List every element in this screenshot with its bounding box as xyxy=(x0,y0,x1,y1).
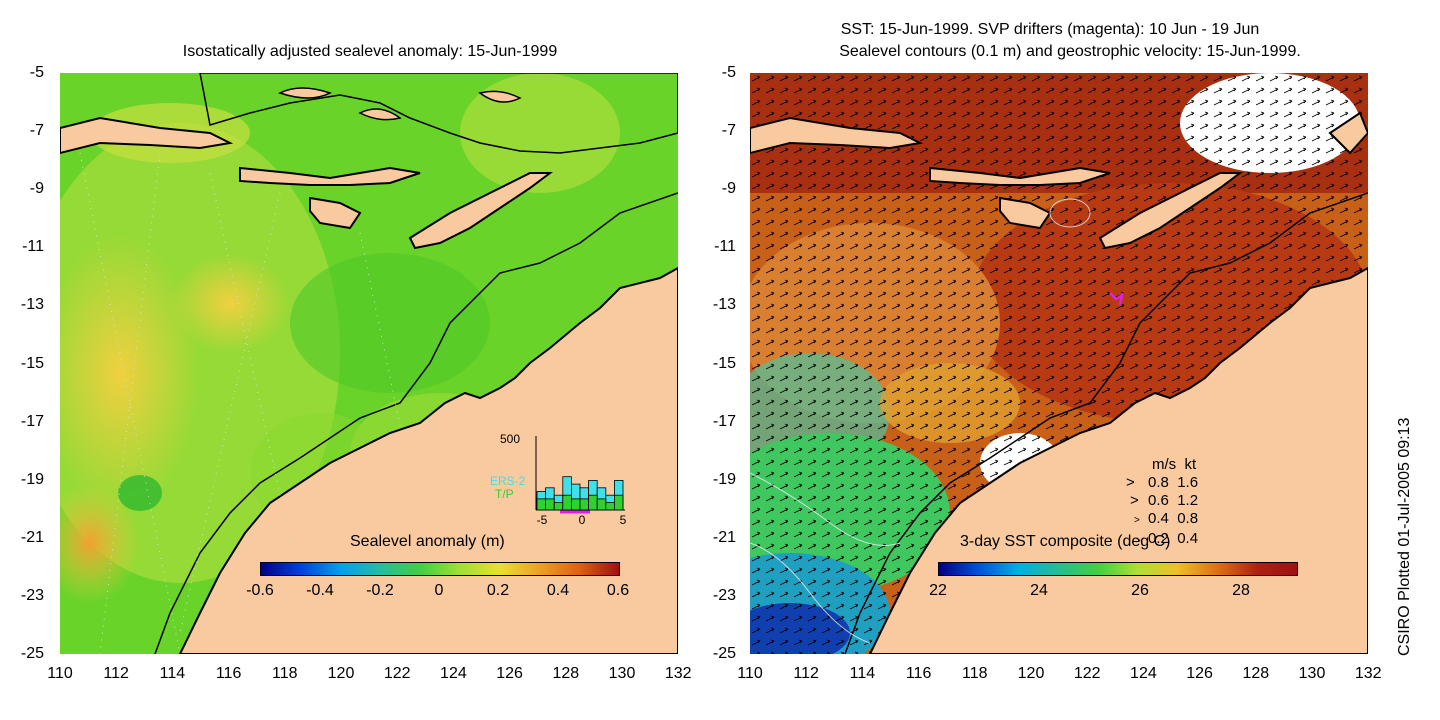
left-cbar-tick: 0.4 xyxy=(546,582,570,599)
right-lat-tick: -21 xyxy=(712,528,736,546)
right-lat-tick: -23 xyxy=(712,586,736,604)
histogram-xtick-min: -5 xyxy=(537,513,548,527)
left-lon-tick: 124 xyxy=(440,665,467,682)
right-colorbar-label: 3-day SST composite (deg C) xyxy=(960,533,1171,550)
left-lon-tick: 110 xyxy=(47,665,73,682)
right-lon-tick: 112 xyxy=(793,665,819,682)
histogram-bar-tp xyxy=(562,494,572,511)
histogram-bar-tp xyxy=(536,498,547,511)
velocity-arrow-icon: > xyxy=(1126,474,1135,491)
left-lat-tick: -23 xyxy=(20,586,44,604)
right-lat-tick: -13 xyxy=(712,296,736,314)
legend-ers2: ERS-2 xyxy=(490,474,526,488)
right-lon-tick: 124 xyxy=(1130,665,1157,682)
left-cbar-tick: -0.2 xyxy=(366,582,394,599)
left-lat-tick: -7 xyxy=(29,122,44,140)
histogram-bar-tp xyxy=(596,498,607,511)
histogram-bar-tp xyxy=(571,498,581,511)
svp-drifter-track xyxy=(1109,292,1124,306)
histogram-xtick-zero: 0 xyxy=(579,513,586,527)
right-lat-tick: -9 xyxy=(721,180,736,198)
right-sst-map[interactable] xyxy=(750,73,1368,654)
histogram-bar-tp xyxy=(605,502,615,511)
legend-header-kt: kt xyxy=(1184,456,1197,473)
left-cbar-tick: -0.6 xyxy=(246,582,274,599)
right-lon-tick: 118 xyxy=(962,665,988,682)
left-map-title: Isostatically adjusted sealevel anomaly:… xyxy=(182,43,558,60)
right-lon-tick: 122 xyxy=(1073,665,1101,682)
legend-tp: T/P xyxy=(495,487,514,501)
right-cbar-tick: 22 xyxy=(929,582,947,599)
right-colorbar xyxy=(938,562,1298,576)
histogram-bar-tp xyxy=(588,494,598,511)
right-lat-tick: -25 xyxy=(712,645,736,662)
left-lat-tick: -17 xyxy=(20,412,44,430)
left-lat-tick: -15 xyxy=(20,354,44,372)
right-lon-tick: 116 xyxy=(905,665,932,682)
right-cbar-tick: 28 xyxy=(1232,582,1250,599)
histogram-bar-tp xyxy=(579,498,590,511)
left-lon-tick: 114 xyxy=(159,665,186,682)
left-lon-tick: 128 xyxy=(552,665,580,682)
left-lon-tick: 118 xyxy=(272,665,298,682)
left-lon-tick: 126 xyxy=(496,665,523,682)
right-map-title-line2: Sealevel contours (0.1 m) and geostrophi… xyxy=(839,43,1301,60)
left-lon-tick: 112 xyxy=(103,665,129,682)
left-lat-tick: -5 xyxy=(29,64,44,81)
left-colorbar xyxy=(260,562,620,576)
left-lon-tick: 130 xyxy=(608,665,636,682)
left-lon-tick: 120 xyxy=(327,665,355,682)
right-lat-tick: -7 xyxy=(721,122,736,140)
velocity-legend: m/s kt >0.8 1.6 >0.6 1.2 >0.4 0.8 >0.2 0… xyxy=(1126,456,1198,550)
australia-landmass xyxy=(178,266,678,654)
credit-text: CSIRO Plotted 01-Jul-2005 09:13 xyxy=(1396,417,1413,656)
histogram-bar-tp xyxy=(545,498,555,511)
java-island xyxy=(60,116,234,155)
right-lat-tick: -5 xyxy=(721,64,736,81)
velocity-arrow-icon: > xyxy=(1136,536,1141,545)
velocity-arrow-icon: > xyxy=(1134,515,1140,526)
right-cbar-tick: 26 xyxy=(1131,582,1149,599)
left-cbar-tick: -0.4 xyxy=(306,582,334,599)
left-lon-tick: 116 xyxy=(215,665,242,682)
left-lat-tick: -19 xyxy=(20,470,44,488)
right-lon-tick: 132 xyxy=(1354,665,1382,682)
histogram-xtick-max: 5 xyxy=(620,513,627,527)
left-lat-tick: -11 xyxy=(22,238,44,256)
right-lat-tick: -19 xyxy=(712,470,736,488)
left-lon-tick: 122 xyxy=(383,665,411,682)
histogram-ytick: 500 xyxy=(500,432,520,446)
java-island xyxy=(750,116,924,155)
left-cbar-tick: 0 xyxy=(434,582,444,599)
left-lat-tick: -21 xyxy=(20,528,44,546)
left-lon-tick: 132 xyxy=(664,665,692,682)
right-lon-tick: 130 xyxy=(1298,665,1326,682)
right-lat-tick: -15 xyxy=(712,354,736,372)
australia-landmass xyxy=(868,266,1368,654)
left-cbar-tick: 0.6 xyxy=(606,582,630,599)
left-colorbar-label: Sealevel anomaly (m) xyxy=(350,533,505,550)
histogram-bar-tp xyxy=(553,502,564,511)
legend-header-ms: m/s xyxy=(1152,456,1177,473)
velocity-arrow-icon: > xyxy=(1130,492,1139,509)
right-lat-tick: -11 xyxy=(714,238,736,256)
right-cbar-tick: 24 xyxy=(1030,582,1048,599)
right-map-title-line1: SST: 15-Jun-1999. SVP drifters (magenta)… xyxy=(840,21,1260,38)
right-lon-tick: 128 xyxy=(1242,665,1270,682)
right-lon-tick: 110 xyxy=(737,665,763,682)
left-lat-tick: -13 xyxy=(20,296,44,314)
right-lon-tick: 114 xyxy=(849,665,876,682)
right-lon-tick: 126 xyxy=(1186,665,1213,682)
drifter-speed-histogram: 500 ERS-2 T/P -5 0 5 xyxy=(490,432,627,527)
left-cbar-tick: 0.2 xyxy=(486,582,510,599)
right-lat-tick: -17 xyxy=(712,412,736,430)
left-lat-tick: -25 xyxy=(20,645,44,662)
left-sealevel-map[interactable] xyxy=(60,73,678,654)
histogram-bar-tp xyxy=(614,494,624,511)
right-lon-tick: 120 xyxy=(1017,665,1045,682)
left-lat-tick: -9 xyxy=(29,180,44,198)
